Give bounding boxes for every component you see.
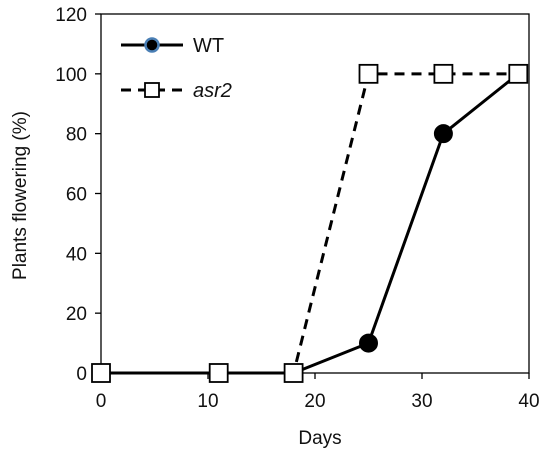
- asr2-data-point: [508, 63, 529, 84]
- y-tick-label: 120: [55, 5, 87, 26]
- y-tick-label: 40: [66, 244, 87, 265]
- asr2-data-point: [433, 63, 454, 84]
- y-axis-label: Plants flowering (%): [10, 111, 31, 280]
- y-tick-label: 100: [55, 65, 87, 86]
- x-tick-label: 30: [411, 391, 432, 412]
- asr2-data-point: [283, 363, 304, 383]
- series-line-WT: [101, 72, 520, 375]
- y-tick-label: 80: [66, 125, 87, 146]
- y-tick-label: 60: [66, 185, 87, 206]
- legend-wt-label: WT: [193, 35, 224, 57]
- asr2-data-point: [358, 63, 379, 84]
- legend-asr2-marker: [144, 82, 160, 98]
- asr2-data-point: [91, 363, 111, 383]
- wt-data-point: [433, 124, 453, 144]
- x-tick-label: 40: [518, 391, 539, 412]
- legend-wt-marker: [144, 37, 160, 53]
- wt-data-point: [359, 333, 378, 353]
- x-tick-label: 10: [197, 391, 218, 412]
- x-tick-label: 20: [304, 391, 325, 412]
- x-tick-label: 0: [96, 391, 107, 412]
- y-tick-label: 0: [76, 364, 87, 385]
- legend-asr2-label: asr2: [193, 80, 232, 102]
- asr2-data-point: [208, 363, 229, 383]
- x-axis-label: Days: [298, 428, 341, 449]
- y-tick-label: 20: [66, 304, 87, 325]
- plot-frame: [100, 13, 530, 374]
- series-line-asr2: [101, 72, 519, 375]
